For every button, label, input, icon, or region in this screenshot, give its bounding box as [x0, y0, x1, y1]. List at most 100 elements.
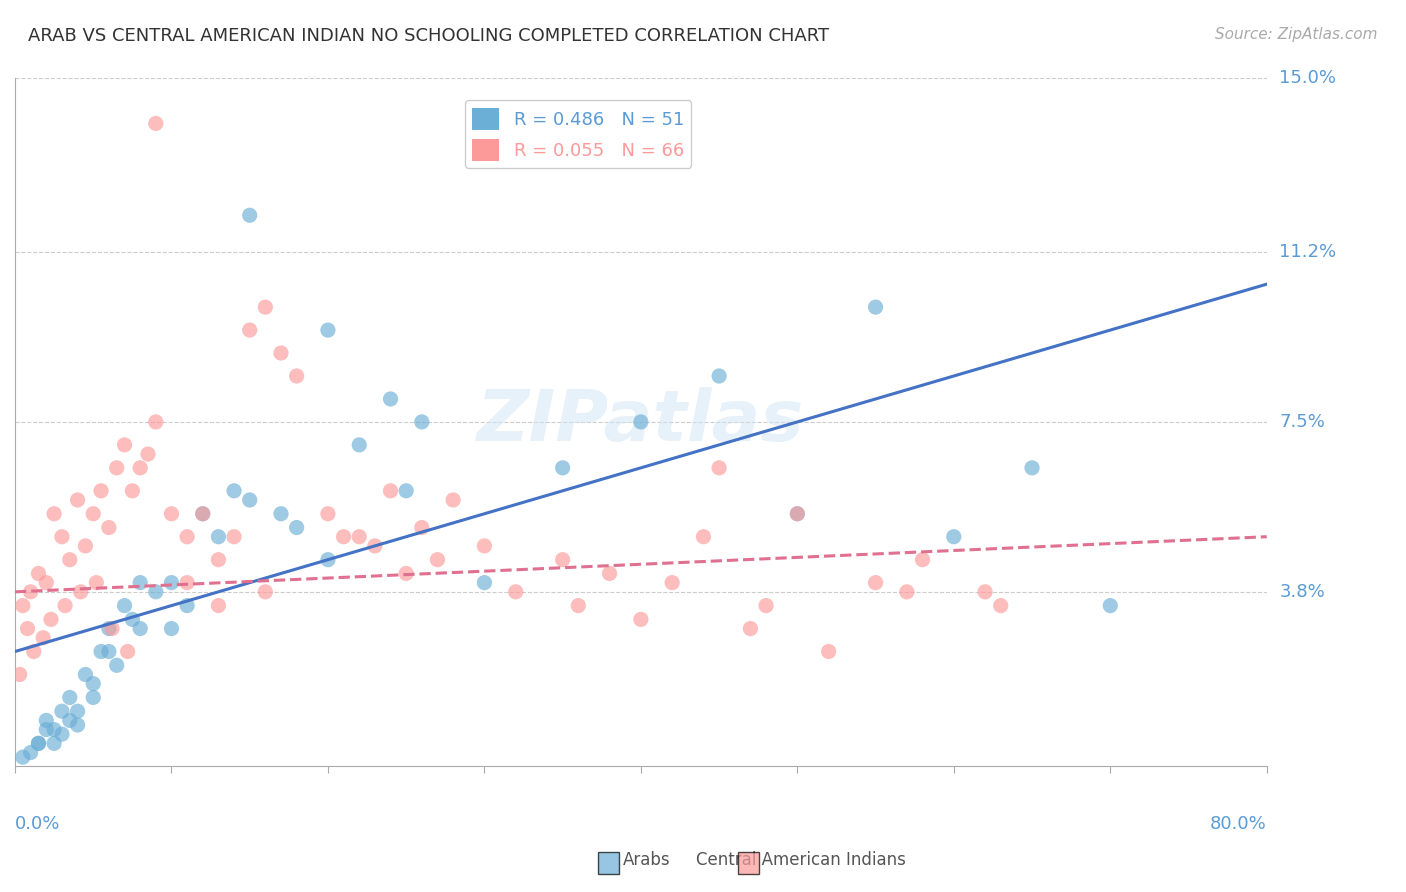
Point — [59, 714, 82, 728]
Point — [974, 584, 997, 599]
Point — [82, 507, 104, 521]
Point — [42, 723, 65, 737]
Point — [114, 438, 136, 452]
Point — [207, 552, 229, 566]
Point — [786, 507, 808, 521]
Point — [22, 644, 45, 658]
Point — [316, 507, 339, 521]
Point — [395, 483, 418, 498]
Point — [222, 483, 245, 498]
Point — [59, 690, 82, 705]
Point — [176, 530, 198, 544]
Point — [39, 612, 62, 626]
Text: 15.0%: 15.0% — [1279, 69, 1336, 87]
Point — [817, 644, 839, 658]
Point — [51, 727, 73, 741]
Point — [27, 736, 49, 750]
Point — [426, 552, 449, 566]
Point — [630, 612, 652, 626]
Text: Central American Indians: Central American Indians — [696, 851, 907, 869]
Point — [942, 530, 965, 544]
Point — [270, 346, 292, 360]
Point — [567, 599, 589, 613]
Point — [630, 415, 652, 429]
Point — [136, 447, 159, 461]
Point — [129, 575, 152, 590]
Point — [599, 566, 621, 581]
Point — [740, 622, 762, 636]
Point — [121, 483, 143, 498]
Point — [35, 714, 58, 728]
Point — [661, 575, 683, 590]
Point — [505, 584, 527, 599]
Point — [332, 530, 354, 544]
Legend: R = 0.486   N = 51, R = 0.055   N = 66: R = 0.486 N = 51, R = 0.055 N = 66 — [465, 100, 692, 168]
Point — [160, 575, 183, 590]
Point — [911, 552, 934, 566]
Point — [707, 369, 730, 384]
Point — [32, 631, 55, 645]
Point — [82, 690, 104, 705]
Point — [160, 622, 183, 636]
Point — [207, 530, 229, 544]
Point — [86, 575, 108, 590]
Point — [222, 530, 245, 544]
Point — [285, 369, 308, 384]
Point — [474, 539, 496, 553]
Point — [145, 116, 167, 130]
Point — [53, 599, 76, 613]
Point — [97, 622, 120, 636]
Point — [474, 575, 496, 590]
Point — [191, 507, 214, 521]
Point — [364, 539, 387, 553]
Point — [20, 746, 42, 760]
Point — [35, 575, 58, 590]
Point — [441, 493, 464, 508]
Point — [191, 507, 214, 521]
Point — [145, 415, 167, 429]
Point — [101, 622, 124, 636]
Point — [347, 438, 370, 452]
Point — [865, 575, 887, 590]
Point — [66, 704, 89, 718]
Point — [90, 644, 112, 658]
Point — [551, 460, 574, 475]
Point — [551, 552, 574, 566]
Point — [59, 552, 82, 566]
Point — [865, 300, 887, 314]
Point — [35, 723, 58, 737]
Point — [11, 750, 34, 764]
Point — [160, 507, 183, 521]
Point — [176, 599, 198, 613]
Point — [411, 520, 433, 534]
Text: Arabs: Arabs — [623, 851, 671, 869]
Point — [239, 208, 262, 222]
Point — [105, 658, 128, 673]
Point — [42, 736, 65, 750]
Point — [121, 612, 143, 626]
Text: 0.0%: 0.0% — [15, 814, 60, 832]
Point — [1021, 460, 1043, 475]
Point — [411, 415, 433, 429]
Point — [285, 520, 308, 534]
Point — [27, 736, 49, 750]
Point — [129, 460, 152, 475]
Point — [692, 530, 714, 544]
Point — [145, 584, 167, 599]
Point — [66, 718, 89, 732]
Point — [42, 507, 65, 521]
Point — [17, 622, 39, 636]
Point — [90, 483, 112, 498]
Point — [707, 460, 730, 475]
Point — [395, 566, 418, 581]
Point — [75, 667, 97, 681]
Point — [270, 507, 292, 521]
Point — [27, 566, 49, 581]
Point — [97, 520, 120, 534]
Point — [755, 599, 778, 613]
Point — [896, 584, 918, 599]
Point — [1099, 599, 1122, 613]
Point — [75, 539, 97, 553]
Point — [51, 530, 73, 544]
Text: ZIPatlas: ZIPatlas — [477, 387, 804, 457]
